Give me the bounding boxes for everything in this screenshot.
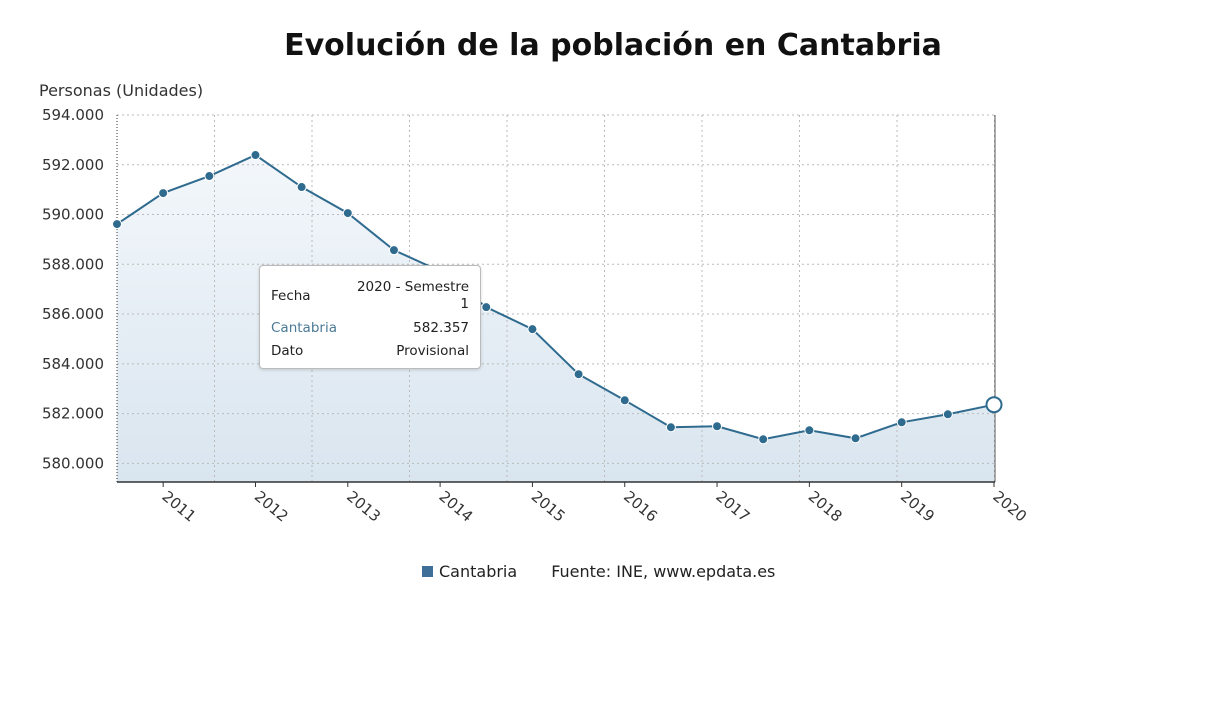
x-tick-label: 2011 xyxy=(159,487,200,525)
legend-item-cantabria[interactable]: Cantabria xyxy=(439,562,518,581)
tooltip: Fecha 2020 - Semestre 1 Cantabria 582.35… xyxy=(259,265,481,369)
x-tick-label: 2016 xyxy=(620,487,661,525)
y-tick-label: 594.000 xyxy=(42,106,104,124)
source-note: Fuente: INE, www.epdata.es xyxy=(551,562,776,581)
data-point xyxy=(665,422,676,433)
x-tick-label: 2020 xyxy=(989,487,1030,525)
series-area xyxy=(117,155,994,482)
y-tick-label: 582.000 xyxy=(42,405,104,423)
data-point xyxy=(850,433,861,444)
y-tick-label: 588.000 xyxy=(42,255,104,273)
data-point-highlighted xyxy=(985,396,1003,414)
data-point xyxy=(804,425,815,436)
tooltip-dato-label: Dato xyxy=(271,343,304,359)
data-point xyxy=(573,369,584,380)
data-point xyxy=(250,150,261,161)
data-point xyxy=(296,182,307,193)
data-point xyxy=(481,302,492,313)
y-axis-label: Personas (Unidades) xyxy=(39,81,204,100)
y-tick-label: 592.000 xyxy=(42,156,104,174)
data-point xyxy=(896,417,907,428)
y-tick-label: 586.000 xyxy=(42,305,104,323)
data-point xyxy=(527,324,538,335)
data-point xyxy=(388,245,399,256)
series-line xyxy=(116,153,995,441)
y-tick-label: 584.000 xyxy=(42,355,104,373)
data-point xyxy=(942,409,953,420)
data-point xyxy=(758,434,769,445)
x-tick-label: 2012 xyxy=(251,487,292,525)
tooltip-series-value: 582.357 xyxy=(413,320,469,336)
x-tick-label: 2019 xyxy=(897,487,938,525)
legend: Cantabria Fuente: INE, www.epdata.es xyxy=(422,562,775,581)
x-tick-label: 2015 xyxy=(528,487,569,525)
data-point xyxy=(619,395,630,406)
tooltip-fecha-value: 2020 - Semestre 1 xyxy=(356,279,469,312)
y-tick-label: 590.000 xyxy=(42,206,104,224)
tooltip-series-label: Cantabria xyxy=(271,320,337,336)
legend-swatch xyxy=(422,566,433,577)
y-tick-label: 580.000 xyxy=(42,454,104,472)
data-point xyxy=(712,421,723,432)
data-point xyxy=(112,219,122,230)
data-point xyxy=(158,188,169,199)
tooltip-dato-value: Provisional xyxy=(396,343,469,359)
data-point xyxy=(204,171,215,182)
x-tick-label: 2013 xyxy=(343,487,384,525)
x-tick-label: 2014 xyxy=(436,487,477,525)
tooltip-fecha-label: Fecha xyxy=(271,288,311,304)
x-tick-label: 2017 xyxy=(712,487,753,525)
data-point xyxy=(342,208,353,219)
chart-title: Evolución de la población en Cantabria xyxy=(284,28,942,63)
x-tick-label: 2018 xyxy=(805,487,846,525)
